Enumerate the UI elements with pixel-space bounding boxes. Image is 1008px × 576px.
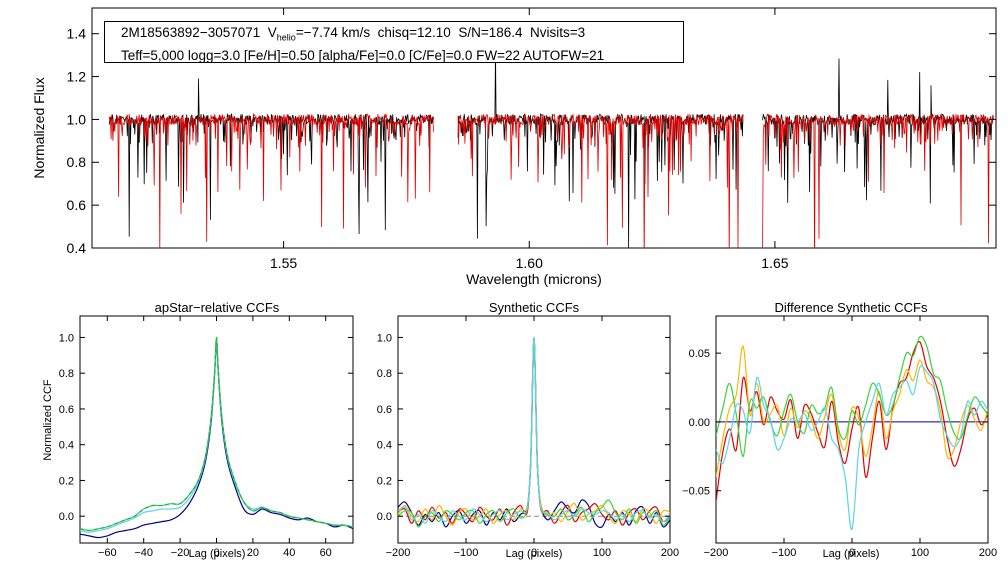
apstar-ccf-series-visit-2 xyxy=(80,338,353,533)
annotation-line-2: Teff=5,000 logg=3.0 [Fe/H]=0.50 [alpha/F… xyxy=(121,47,605,63)
apstar-ccf-series-visit-1 xyxy=(80,340,353,539)
apstar-ccf-series-mean-dashed xyxy=(80,336,353,532)
synthetic-ccf-y-tick-label: 0.4 xyxy=(377,440,392,452)
difference-ccf-x-tick-label: 0 xyxy=(849,547,855,559)
synthetic-ccf-title: Synthetic CCFs xyxy=(489,300,580,315)
synthetic-ccf-x-tick-label: 0 xyxy=(531,547,537,559)
apstar-ccf-x-tick-label: 60 xyxy=(320,547,332,559)
apstar-ccf-x-tick-label: 20 xyxy=(247,547,259,559)
apstar-ccf-y-tick-label: 0.6 xyxy=(59,404,74,416)
apstar-ccf-x-axis-label: Lag (pixels) xyxy=(189,548,246,560)
spectrum-y-axis-label: Normalized Flux xyxy=(31,77,47,178)
synthetic-ccf-x-axis-label: Lag (pixels) xyxy=(506,548,563,560)
spectrum-ticks-layer: 1.55 1.60 1.65 0.4 0.6 0.8 1.0 1.2 1.4 xyxy=(67,8,996,271)
apstar-ccf-panel: apStar−relative CCFs −60 −40 −20 0 20 40 60 0.0… xyxy=(42,300,354,560)
spectrum-y-tick-label: 0.8 xyxy=(67,154,87,170)
annotation-nvisits: Nvisits=3 xyxy=(530,25,586,40)
synthetic-ccf-series-visit-4 xyxy=(398,336,670,528)
annotation-vhelio-sub: helio xyxy=(276,32,296,43)
spectrum-plot-frame xyxy=(91,7,997,249)
synthetic-ccf-series-layer xyxy=(398,336,670,529)
apstar-ccf-x-tick-label: −20 xyxy=(171,547,190,559)
difference-ccf-x-tick-label: 200 xyxy=(979,547,997,559)
synthetic-ccf-y-tick-label: 1.0 xyxy=(377,332,392,344)
annotation-chisq: chisq=12.10 xyxy=(377,25,451,40)
difference-ccf-y-tick-label: −0.05 xyxy=(682,486,710,498)
apstar-ccf-x-tick-label: −40 xyxy=(134,547,153,559)
spectrum-y-tick-label: 0.4 xyxy=(67,240,87,256)
apstar-ccf-series-visit-3 xyxy=(80,336,353,532)
spectrum-x-tick-label: 1.55 xyxy=(270,255,297,271)
difference-ccf-ticks-layer: −200 −100 0 100 200 −0.05 0.00 0.05 xyxy=(682,316,997,559)
synthetic-ccf-y-tick-label: 0.6 xyxy=(377,404,392,416)
synthetic-ccf-x-tick-label: −100 xyxy=(454,547,479,559)
difference-ccf-panel: Difference Synthetic CCFs −200 −100 0 100 20… xyxy=(682,300,997,560)
apstar-ccf-y-tick-label: 0.8 xyxy=(59,368,74,380)
apstar-ccf-x-tick-label: −60 xyxy=(98,547,117,559)
synthetic-ccf-x-tick-label: −200 xyxy=(386,547,411,559)
difference-ccf-x-axis-label: Lag (pixels) xyxy=(823,548,880,560)
spectrum-panel: 1.55 1.60 1.65 0.4 0.6 0.8 1.0 1.2 1.4 Wavelengt… xyxy=(31,7,997,287)
difference-ccf-series-layer xyxy=(716,335,988,530)
spectrum-y-tick-label: 1.2 xyxy=(67,68,87,84)
difference-ccf-y-tick-label: 0.05 xyxy=(689,348,710,360)
synthetic-ccf-panel: Synthetic CCFs −200 −100 0 100 200 0.0 0.2 0.4 0… xyxy=(377,300,679,560)
difference-ccf-series-visit-5 xyxy=(716,365,988,530)
apstar-ccf-title: apStar−relative CCFs xyxy=(155,300,280,315)
spectrum-x-axis-label: Wavelength (microns) xyxy=(466,271,602,287)
difference-ccf-series-visit-2 xyxy=(716,341,988,502)
spectrum-series-synthetic xyxy=(108,112,994,248)
spectrum-y-tick-label: 1.0 xyxy=(67,111,87,127)
synthetic-ccf-ticks-layer: −200 −100 0 100 200 0.0 0.2 0.4 0.6 0.8 1.0 xyxy=(377,316,679,559)
synthetic-ccf-series-visit-3 xyxy=(398,336,670,526)
spectrum-x-tick-label: 1.60 xyxy=(516,255,543,271)
apstar-ccf-y-tick-label: 0.4 xyxy=(59,440,74,452)
synthetic-ccf-y-tick-label: 0.2 xyxy=(377,475,392,487)
difference-ccf-title: Difference Synthetic CCFs xyxy=(775,300,928,315)
difference-ccf-x-tick-label: −200 xyxy=(704,547,729,559)
apstar-ccf-x-tick-label: 0 xyxy=(213,547,219,559)
spectrum-x-tick-label: 1.65 xyxy=(761,255,788,271)
difference-ccf-series-visit-3 xyxy=(716,345,988,478)
spectrum-y-tick-label: 0.6 xyxy=(67,197,87,213)
apstar-ccf-y-tick-label: 0.2 xyxy=(59,475,74,487)
annotation-vhelio-value: =−7.74 km/s xyxy=(295,25,371,40)
apstar-ccf-y-tick-label: 1.0 xyxy=(59,332,74,344)
synthetic-ccf-series-visit-5 xyxy=(398,336,670,524)
apstar-ccf-y-tick-label: 0.0 xyxy=(59,511,74,523)
spectrum-series-observed xyxy=(108,46,994,248)
annotation-snr: S/N=186.4 xyxy=(458,25,523,40)
synthetic-ccf-series-visit-2 xyxy=(398,336,670,526)
synthetic-ccf-x-tick-label: 200 xyxy=(661,547,679,559)
difference-ccf-y-tick-label: 0.00 xyxy=(689,417,710,429)
apstar-ccf-ticks-layer: −60 −40 −20 0 20 40 60 0.0 0.2 0.4 0.6 0.8 1.0 xyxy=(59,316,353,559)
synthetic-ccf-x-tick-label: 100 xyxy=(593,547,611,559)
difference-ccf-x-tick-label: 100 xyxy=(911,547,929,559)
apstar-ccf-y-axis-label: Normalized CCF xyxy=(42,379,54,461)
apstar-ccf-x-tick-label: 40 xyxy=(283,547,295,559)
spectrum-y-tick-label: 1.4 xyxy=(67,26,87,42)
spectrum-series-layer xyxy=(108,46,994,248)
annotation-star-id: 2M18563892−3057071 xyxy=(121,25,261,40)
synthetic-ccf-y-tick-label: 0.8 xyxy=(377,368,392,380)
annotation-line-1: 2M18563892−3057071 Vhelio=−7.74 km/s chi… xyxy=(121,24,683,47)
spectrum-annotation-box: 2M18563892−3057071 Vhelio=−7.74 km/s chi… xyxy=(104,21,684,63)
difference-ccf-x-tick-label: −100 xyxy=(772,547,797,559)
synthetic-ccf-y-tick-label: 0.0 xyxy=(377,511,392,523)
apstar-ccf-plot-frame xyxy=(79,315,354,544)
apstar-ccf-series-layer xyxy=(80,336,353,539)
annotation-vhelio-prefix: V xyxy=(267,25,277,40)
synthetic-ccf-series-visit-1 xyxy=(398,336,670,529)
